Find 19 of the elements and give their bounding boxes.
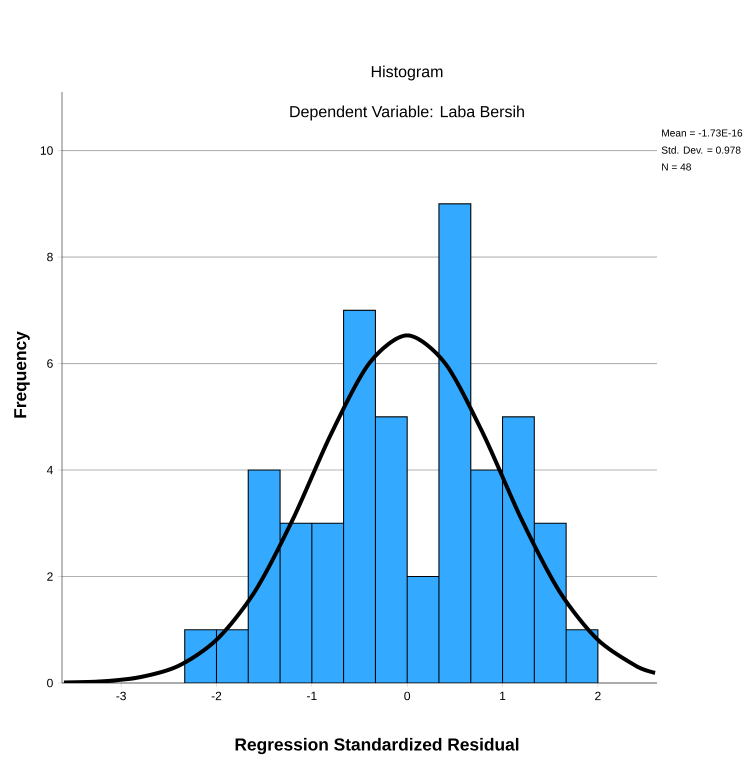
x-tick-label: 0 [404,692,410,700]
y-tick-label: 8 [47,252,53,262]
y-tick-label: 0 [47,678,53,688]
x-tick-label: -3 [116,692,126,700]
chart-title: Histogram [372,66,442,80]
x-tick-label: 2 [595,692,601,700]
y-axis-title: Frequency [14,331,30,418]
x-axis-title: Regression Standardized Residual [236,738,518,754]
x-tick-label: -1 [307,692,317,700]
y-tick-label: 6 [47,359,53,368]
y-tick-label: 4 [46,466,53,474]
text: Mean = -1.73E-16 [662,129,742,137]
text: N = 48 [662,163,691,171]
x-tick-label: -2 [212,692,222,700]
y-tick-label: 2 [47,572,53,581]
text: Dependent Variable: Laba Bersih [290,106,524,120]
text: Std. Dev. = 0.978 [662,146,741,154]
y-tick-label: 10 [40,146,53,155]
x-tick-label: 1 [500,692,506,700]
